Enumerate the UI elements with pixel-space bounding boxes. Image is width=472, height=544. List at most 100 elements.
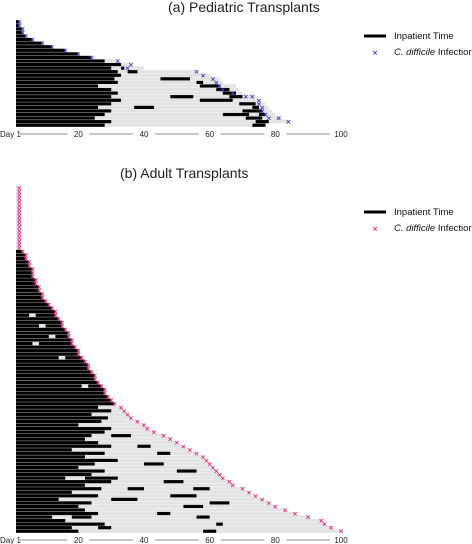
panel-b-inpatient-bar	[16, 253, 26, 257]
panel-b-inpatient-bar	[111, 434, 131, 438]
legend-b-infection-suffix: Infection	[435, 223, 472, 234]
panel-b-followup-bar	[16, 508, 286, 512]
panel-b-inpatient-bar	[16, 338, 72, 342]
panel-b-inpatient-bar	[16, 306, 53, 310]
panel-b-inpatient-bar	[16, 480, 112, 484]
panel-a-inpatient-bar	[16, 45, 53, 49]
panel-b-infection-marker: ×	[39, 294, 45, 302]
panel-b-infection-marker: ×	[16, 202, 22, 210]
panel-b-followup-bar	[16, 239, 20, 243]
panel-b-title: (b) Adult Transplants	[120, 165, 248, 181]
panel-a-inpatient-bar	[16, 109, 112, 113]
panel-b-inpatient-bar	[16, 483, 85, 487]
panel-b-inpatient-bar	[16, 384, 82, 388]
patient-row: ×	[16, 287, 42, 295]
panel-b-inpatient-bar	[16, 370, 92, 374]
panel-b-infection-marker: ×	[16, 198, 22, 206]
patient-row: ×	[16, 485, 245, 493]
panel-a-inpatient-bar	[16, 87, 112, 92]
panel-a-inpatient-bar	[16, 77, 115, 81]
panel-a-inpatient-bar	[16, 20, 20, 24]
patient-row: ×	[16, 43, 55, 51]
panel-b-infection-marker: ×	[52, 312, 58, 320]
panel-b-inpatient-bar	[16, 426, 112, 431]
panel-a-followup-bar	[16, 98, 259, 102]
panel-b-inpatient-bar	[16, 377, 95, 381]
panel-b-tick-label: 60	[205, 536, 214, 544]
legend-a-inpatient-label: Inpatient Time	[394, 31, 454, 42]
panel-a-followup-bar	[16, 84, 236, 88]
panel-b-followup-bar	[16, 423, 145, 427]
panel-a-infection-marker: ×	[20, 29, 26, 37]
panel-b-infection-marker: ×	[253, 492, 259, 500]
patient-row: ×	[16, 47, 68, 55]
panel-a-inpatient-bar	[252, 123, 266, 127]
patient-row: ×	[16, 506, 288, 514]
patient-row: ×	[16, 198, 22, 206]
panel-b-rows: ××××××××××××××××××××××××××××××××××××××××…	[16, 184, 344, 536]
panel-b-inpatient-bar	[16, 363, 89, 367]
panel-b-inpatient-bar	[16, 526, 72, 530]
panel-a-followup-bar	[16, 77, 220, 81]
panel-b-followup-bar	[16, 476, 223, 480]
panel-a-inpatient-bar	[252, 105, 259, 109]
panel-b-inpatient-bar	[16, 398, 112, 402]
panel-b-infection-marker: ×	[16, 206, 22, 214]
panel-b-infection-marker: ×	[259, 496, 265, 504]
panel-b-inpatient-bar	[16, 264, 30, 268]
panel-b-inpatient-bar	[193, 487, 210, 491]
panel-b-inpatient-bar	[196, 515, 210, 519]
panel-b-infection-marker: ×	[16, 209, 22, 217]
patient-row: ×	[16, 489, 252, 497]
panel-a-inpatient-bar	[216, 87, 230, 92]
panel-b-inpatient-bar	[16, 444, 112, 448]
panel-b-inpatient-bar	[16, 327, 66, 331]
panel-a-inpatient-bar	[199, 84, 220, 88]
panel-a-inpatient-bar	[16, 120, 112, 124]
panel-b-infection-marker: ×	[75, 351, 81, 359]
panel-a-tick-label: 80	[271, 130, 280, 139]
panel-a-inpatient-bar	[16, 91, 118, 95]
panel-b-infection-marker: ×	[79, 354, 85, 362]
panel-a-infection-marker: ×	[16, 18, 22, 26]
panel-a-tick-label: Day 1	[0, 130, 21, 139]
patient-row: ×	[16, 301, 52, 309]
panel-b-inpatient-bar	[16, 519, 66, 523]
panel-a-infection-marker: ×	[249, 93, 255, 101]
patient-row: ×	[16, 411, 131, 419]
patient-row: ×	[16, 503, 278, 511]
panel-a-inpatient-bar	[16, 55, 92, 60]
panel-b-infection-marker: ×	[213, 468, 219, 476]
patient-row: ×	[16, 65, 145, 73]
patient-row: ×	[16, 361, 91, 369]
panel-b-followup-bar	[16, 200, 20, 204]
patient-row: ×	[16, 397, 114, 405]
panel-b-infection-marker: ×	[16, 237, 22, 245]
patient-row: ×	[16, 72, 210, 80]
panel-b-infection-marker: ×	[240, 485, 246, 493]
panel-b-infection-marker: ×	[62, 326, 68, 334]
patient-row: ×	[16, 283, 42, 291]
panel-a-infection-marker: ×	[259, 104, 265, 112]
panel-b-followup-bar	[16, 529, 341, 533]
panel-b-inpatient-bar	[16, 423, 79, 427]
panel-b-tick-label: 40	[140, 536, 149, 544]
panel-b-infection-marker: ×	[16, 227, 22, 235]
patient-row: ×	[16, 111, 276, 119]
panel-a-infection-marker: ×	[20, 25, 26, 33]
panel-b-infection-marker: ×	[217, 471, 223, 479]
panel-b-infection-marker: ×	[43, 298, 49, 306]
patient-row: ×	[16, 354, 85, 362]
patient-row: ×	[16, 58, 121, 66]
panel-b-infection-marker: ×	[200, 453, 206, 461]
panel-a-inpatient-bar	[160, 77, 190, 81]
panel-a-inpatient-bar	[16, 52, 79, 56]
panel-a-followup-bar	[16, 112, 276, 117]
panel-b-followup-bar	[16, 519, 322, 523]
patient-row: ×	[16, 191, 22, 199]
panel-b-infection-marker: ×	[56, 315, 62, 323]
patient-row: ×	[16, 40, 45, 48]
patient-row: ×	[16, 315, 62, 323]
patient-row: ×	[16, 220, 22, 228]
